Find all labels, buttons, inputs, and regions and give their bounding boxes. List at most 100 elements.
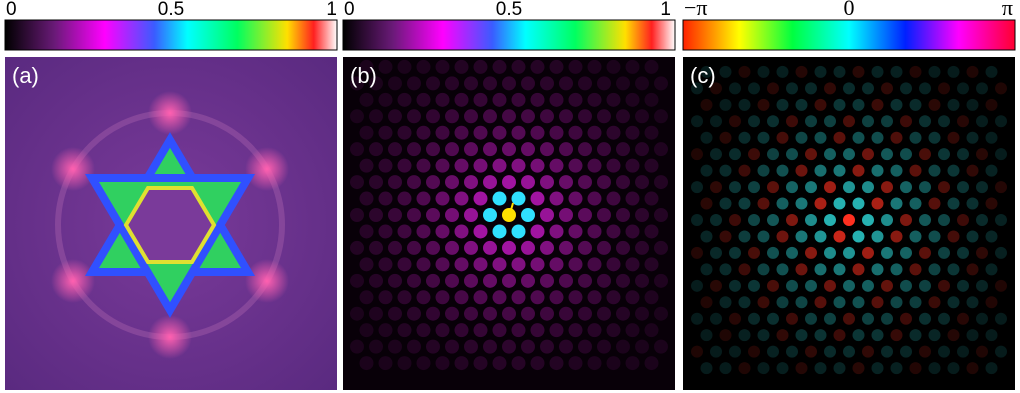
dot — [767, 345, 779, 358]
dot — [511, 257, 526, 272]
dot — [767, 181, 779, 194]
colorbar-tick: 0 — [844, 0, 855, 20]
dot — [824, 115, 836, 128]
dot — [407, 306, 421, 321]
dot — [350, 175, 364, 190]
dot — [445, 208, 459, 222]
dot — [805, 82, 817, 95]
colorbar-tick: −π — [684, 0, 708, 20]
dot — [966, 263, 979, 276]
dot — [852, 230, 865, 243]
dot — [407, 142, 421, 157]
dot — [795, 131, 808, 144]
dot — [719, 263, 732, 276]
dot — [795, 197, 808, 210]
dot — [549, 125, 564, 140]
dot — [511, 92, 526, 107]
dot — [635, 175, 649, 190]
dot — [995, 214, 1007, 226]
dot — [388, 142, 402, 157]
colorbar-tick: 0 — [344, 0, 355, 20]
dot — [919, 148, 931, 161]
dot — [559, 306, 573, 321]
star-hole — [123, 186, 217, 264]
dot — [900, 279, 912, 292]
dot — [578, 339, 592, 354]
dot — [748, 82, 760, 95]
dot — [397, 191, 412, 206]
dot — [795, 263, 808, 276]
dot — [719, 230, 732, 243]
dot — [767, 115, 779, 128]
dot — [578, 208, 592, 222]
dot — [435, 59, 450, 74]
dot — [388, 306, 402, 321]
dot — [445, 142, 459, 157]
dot — [359, 125, 374, 140]
dot — [700, 230, 713, 243]
blob — [148, 315, 192, 359]
dot — [795, 362, 808, 375]
dot — [700, 197, 713, 210]
dot — [416, 59, 431, 74]
dot — [587, 92, 602, 107]
dot — [435, 323, 450, 338]
dot — [833, 164, 846, 177]
dot — [995, 148, 1007, 161]
dot — [938, 181, 950, 194]
colorbar-tick: 0 — [6, 0, 17, 20]
dot — [530, 323, 545, 338]
dot — [729, 115, 741, 128]
dot — [852, 131, 865, 144]
dot — [492, 356, 507, 371]
dot — [700, 329, 713, 342]
dot — [767, 312, 779, 325]
dot — [957, 279, 969, 292]
dot — [957, 246, 969, 259]
dot — [729, 214, 741, 226]
dot — [426, 273, 440, 288]
dot — [862, 181, 874, 194]
dot — [824, 214, 836, 226]
dot — [549, 92, 564, 107]
dot — [625, 59, 640, 74]
dot — [843, 214, 855, 226]
dot — [719, 164, 732, 177]
dot — [559, 109, 573, 124]
dot — [710, 214, 722, 226]
dot — [805, 279, 817, 292]
panel-label: (a) — [12, 63, 39, 88]
dot — [435, 257, 450, 272]
dot — [540, 306, 554, 321]
dot — [549, 323, 564, 338]
dot — [691, 246, 703, 259]
dot — [454, 191, 469, 206]
dot — [426, 240, 440, 255]
dot — [691, 345, 703, 358]
dot — [966, 164, 979, 177]
dot — [426, 142, 440, 157]
dot — [862, 312, 874, 325]
dot — [388, 240, 402, 255]
dot — [625, 323, 640, 338]
dot — [587, 191, 602, 206]
dot — [378, 323, 393, 338]
dot — [549, 191, 564, 206]
dot — [833, 263, 846, 276]
dot — [635, 208, 649, 222]
dot — [928, 230, 941, 243]
dot — [644, 224, 659, 239]
dot — [814, 230, 827, 243]
dot — [738, 329, 751, 342]
dot — [644, 257, 659, 272]
dot — [843, 115, 855, 128]
dot — [938, 279, 950, 292]
dot — [862, 115, 874, 128]
dot — [521, 175, 535, 190]
dot — [435, 191, 450, 206]
dot — [350, 142, 364, 157]
dot — [852, 98, 865, 111]
dot — [900, 312, 912, 325]
dot — [919, 115, 931, 128]
dot — [995, 246, 1007, 259]
